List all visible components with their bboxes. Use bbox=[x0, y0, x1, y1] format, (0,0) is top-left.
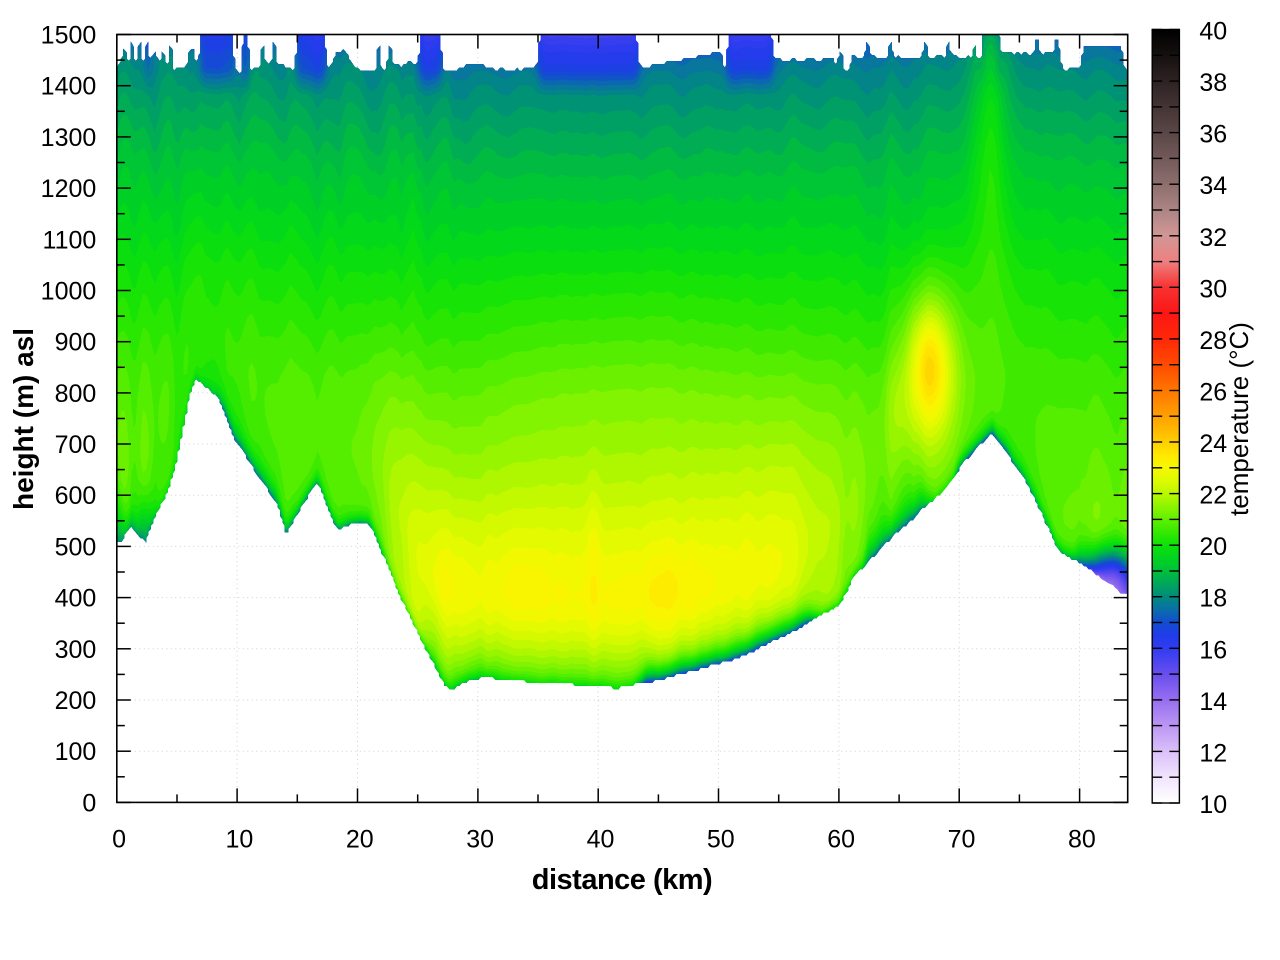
svg-text:12: 12 bbox=[1199, 739, 1227, 767]
svg-text:200: 200 bbox=[55, 687, 97, 715]
svg-text:38: 38 bbox=[1199, 69, 1227, 97]
svg-text:20: 20 bbox=[346, 826, 374, 854]
svg-text:30: 30 bbox=[466, 826, 494, 854]
svg-text:temperature (°C): temperature (°C) bbox=[1224, 322, 1254, 516]
svg-text:24: 24 bbox=[1199, 430, 1227, 458]
svg-text:34: 34 bbox=[1199, 172, 1227, 200]
svg-text:1100: 1100 bbox=[43, 226, 97, 254]
svg-text:1000: 1000 bbox=[41, 278, 97, 306]
svg-text:10: 10 bbox=[1199, 791, 1227, 819]
svg-text:26: 26 bbox=[1199, 379, 1227, 407]
svg-text:0: 0 bbox=[82, 789, 96, 817]
svg-text:14: 14 bbox=[1199, 688, 1227, 716]
svg-text:36: 36 bbox=[1199, 121, 1227, 149]
svg-text:18: 18 bbox=[1199, 585, 1227, 613]
svg-text:40: 40 bbox=[587, 826, 615, 854]
svg-text:700: 700 bbox=[55, 431, 97, 459]
svg-text:50: 50 bbox=[707, 826, 735, 854]
svg-text:height (m) asl: height (m) asl bbox=[8, 328, 39, 510]
svg-text:32: 32 bbox=[1199, 224, 1227, 252]
svg-text:70: 70 bbox=[948, 826, 976, 854]
svg-text:distance (km): distance (km) bbox=[532, 864, 712, 896]
svg-text:600: 600 bbox=[55, 482, 97, 510]
svg-text:400: 400 bbox=[55, 585, 97, 613]
svg-text:800: 800 bbox=[55, 380, 97, 408]
svg-text:1500: 1500 bbox=[41, 22, 97, 50]
svg-text:100: 100 bbox=[55, 738, 97, 766]
svg-text:1300: 1300 bbox=[41, 124, 97, 152]
svg-text:16: 16 bbox=[1199, 636, 1227, 664]
svg-text:28: 28 bbox=[1199, 327, 1227, 355]
svg-text:900: 900 bbox=[55, 329, 97, 357]
svg-text:80: 80 bbox=[1068, 826, 1096, 854]
svg-text:500: 500 bbox=[55, 533, 97, 561]
svg-text:30: 30 bbox=[1199, 275, 1227, 303]
svg-text:60: 60 bbox=[827, 826, 855, 854]
svg-text:1200: 1200 bbox=[41, 175, 97, 203]
svg-text:40: 40 bbox=[1199, 18, 1227, 46]
svg-text:22: 22 bbox=[1199, 482, 1227, 510]
svg-text:300: 300 bbox=[55, 636, 97, 664]
svg-text:1400: 1400 bbox=[41, 73, 97, 101]
svg-text:10: 10 bbox=[225, 826, 253, 854]
svg-text:0: 0 bbox=[112, 826, 126, 854]
svg-text:20: 20 bbox=[1199, 533, 1227, 561]
